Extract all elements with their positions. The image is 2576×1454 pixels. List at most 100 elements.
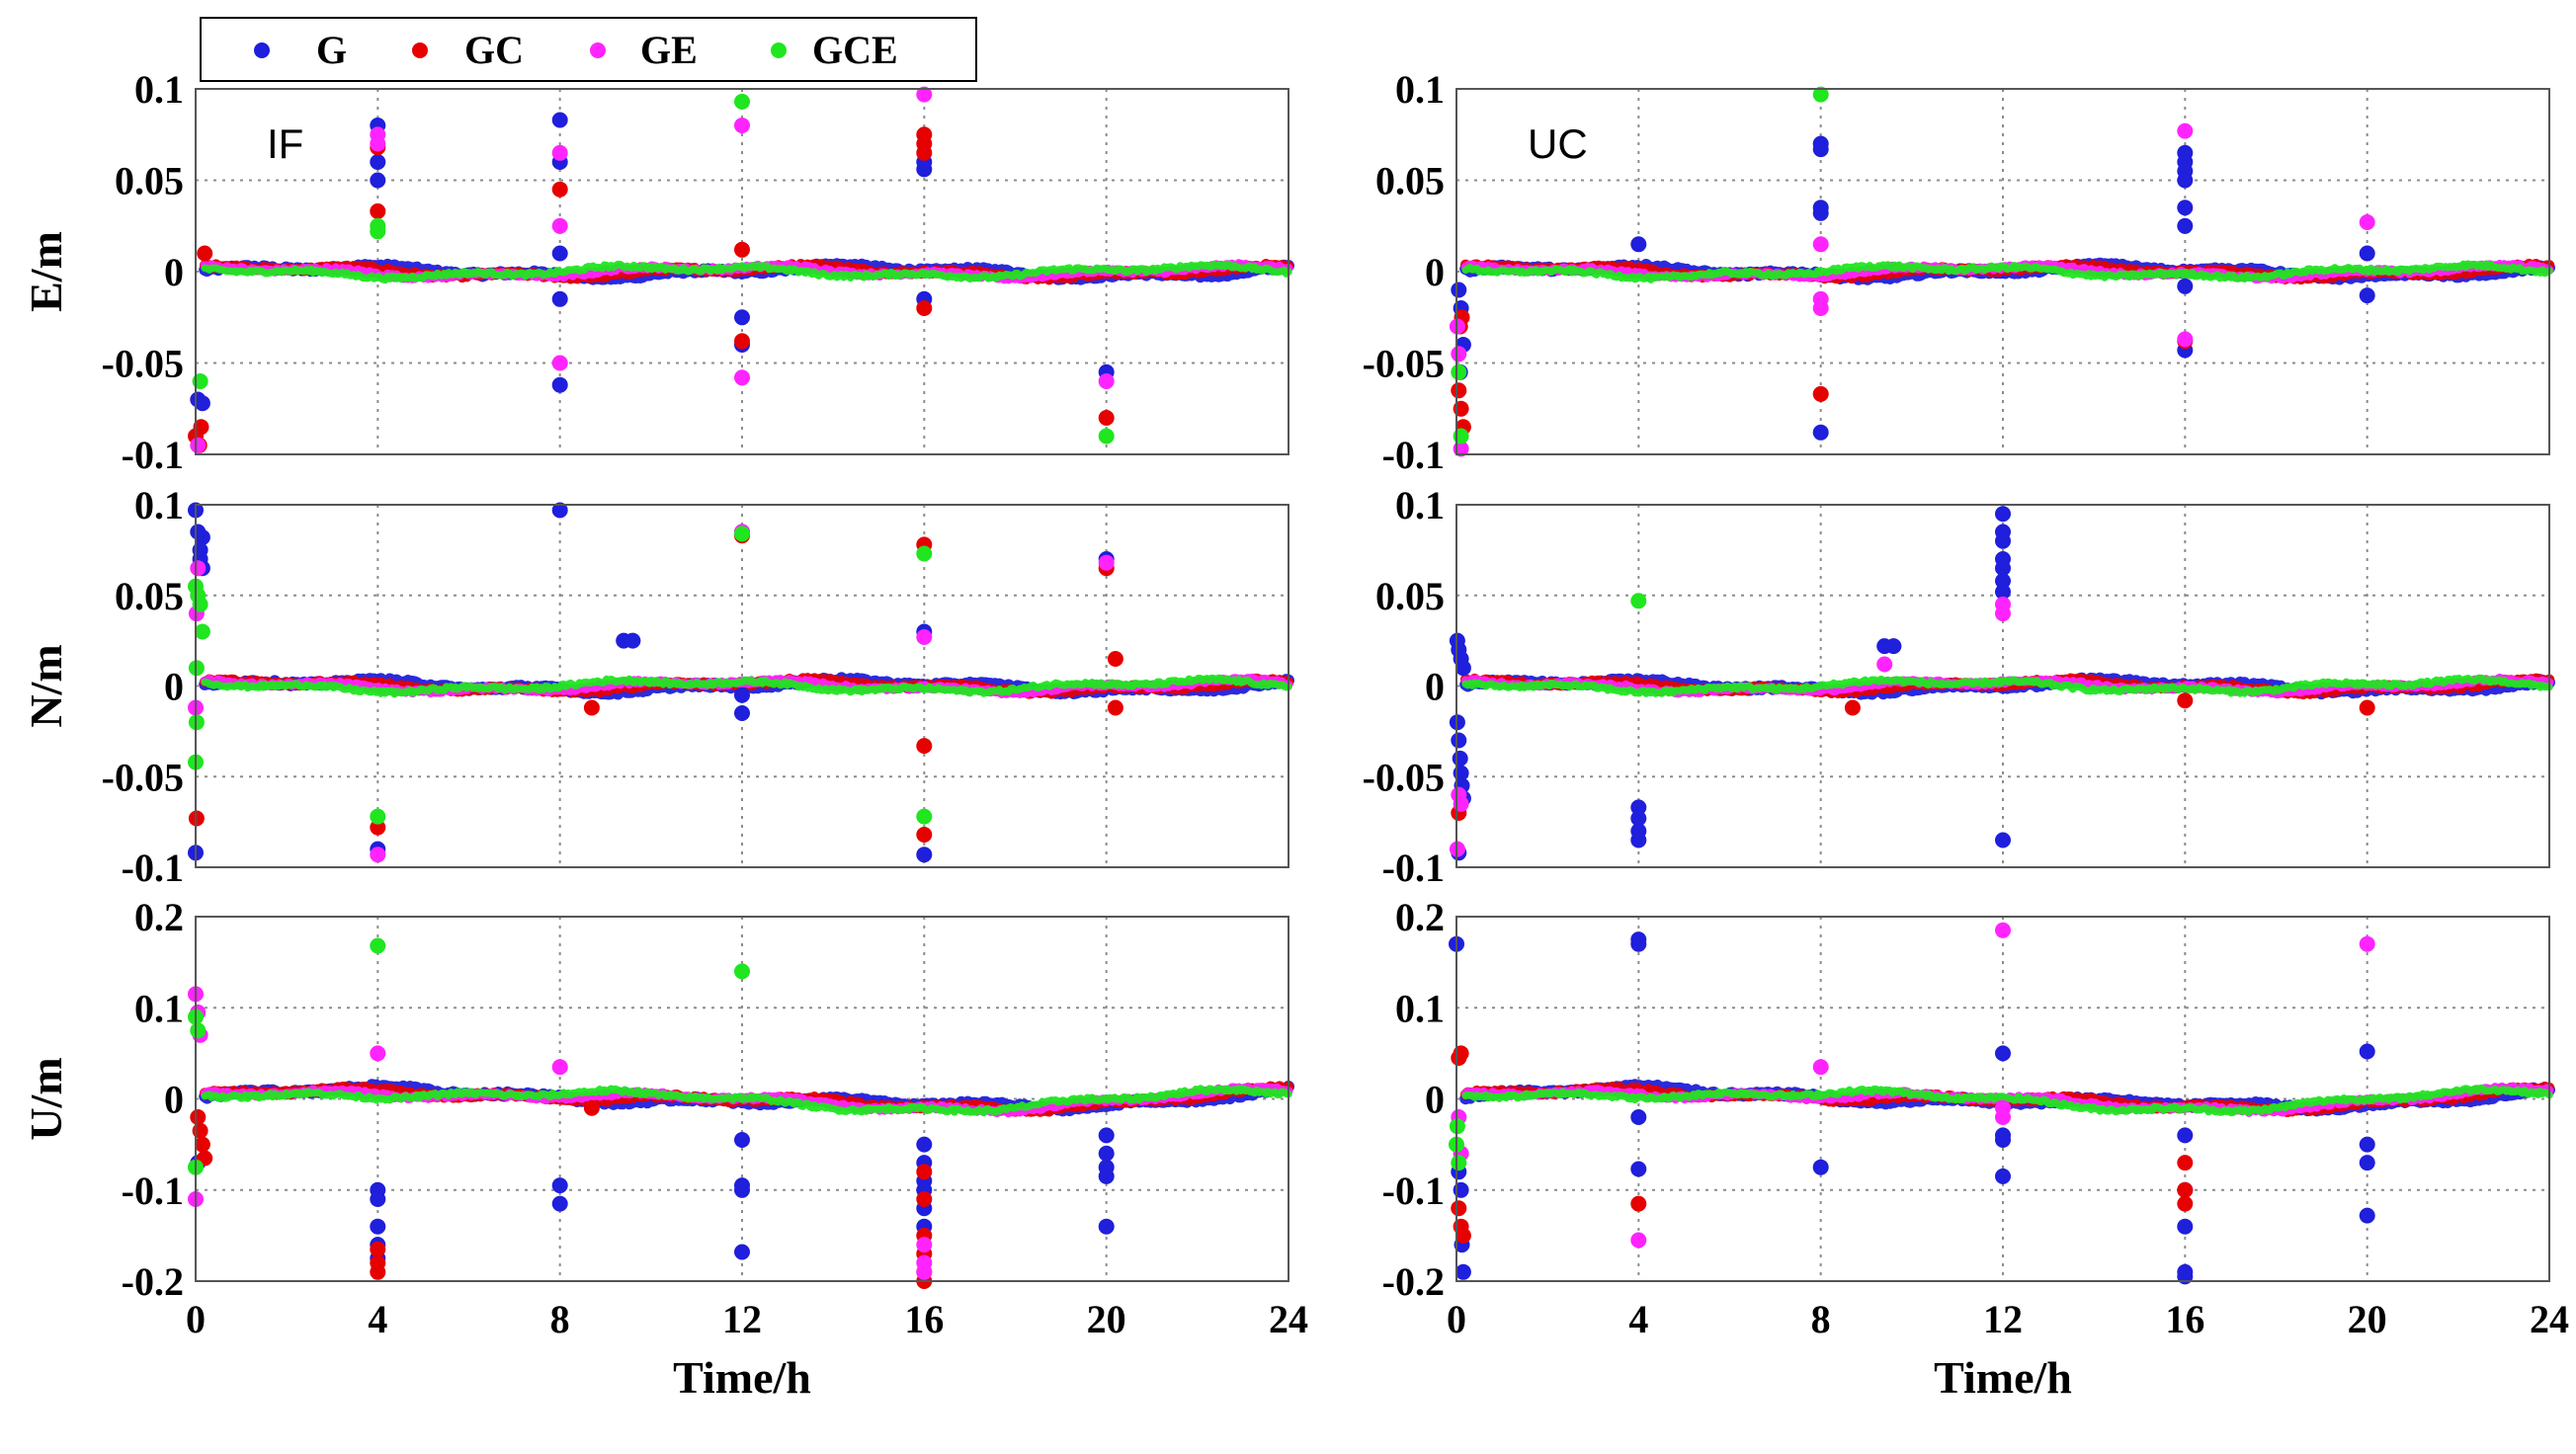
y-tick-label: 0.1 [134,483,184,527]
data-point-gc [370,1263,386,1280]
data-point-ge [1995,922,2011,938]
data-point-ge [1812,236,1829,253]
y-tick-label: -0.2 [1382,1259,1445,1304]
data-point-gce [370,217,386,234]
plot-frame [1455,504,2550,868]
data-point-gc [370,819,386,836]
data-point-gce [1812,86,1829,103]
data-point-gc [916,144,933,161]
data-point-ge [916,629,933,645]
x-axis-title-1: Time/h [673,1352,811,1403]
y-tick-label: 0.2 [134,895,184,939]
y-tick-label: 0 [164,250,184,294]
data-point-gc [370,202,386,219]
y-tick-label: 0.05 [115,574,184,618]
series-line-gce [201,1085,1292,1117]
data-point-g [2359,1155,2375,1171]
data-point-g [734,1244,750,1260]
data-point-gce [190,1022,207,1039]
data-point-gc [193,419,209,436]
panel-6: 0.20.10-0.1-0.20 4 8 12 16 20 24 [1382,895,2569,1341]
data-point-g [1451,732,1467,749]
panel-3: 0.1 0.05 0 -0.05 -0.1 N/m [21,483,1294,890]
data-point-g [1995,506,2011,523]
data-point-gc [1451,382,1467,399]
x-tick-label: 8 [1811,1297,1831,1341]
data-point-gc [2177,1181,2194,1198]
data-point-g [734,1181,750,1198]
y-tick-label: -0.1 [1382,846,1445,890]
data-point-g [916,1136,933,1153]
data-point-gc [734,241,750,258]
data-point-gce [1451,1155,1467,1171]
data-point-g [551,290,568,307]
data-point-g [2359,1043,2375,1060]
x-tick-label: 20 [1087,1297,1126,1341]
data-point-gce [370,808,386,825]
legend-marker-gce [771,42,787,58]
y-tick-label: -0.05 [1363,755,1445,799]
y-tick-label: 0.2 [1395,895,1445,939]
data-point-ge [916,1263,933,1280]
data-point-g [734,705,750,721]
y-axis-title: E/m [21,231,71,312]
data-point-ge [551,1059,568,1076]
legend-label-gc: GC [464,28,524,72]
panel-2: 0.1 0.05 0 -0.05 -0.1 UC [1363,67,2555,477]
data-point-g [2359,287,2375,304]
data-point-g [370,1191,386,1207]
data-point-gc [1812,385,1829,402]
data-point-g [734,687,750,703]
panel-4: 0.1 0.05 0 -0.05 -0.1 [1363,483,2555,890]
data-point-gce [734,93,750,110]
data-point-gc [2177,692,2194,709]
y-tick-label: 0.05 [115,159,184,203]
data-point-g [1630,810,1647,827]
data-point-gc [1454,1227,1471,1244]
data-point-g [551,245,568,262]
data-point-g [1812,141,1829,158]
data-point-gc [370,1241,386,1257]
x-tick-label: 0 [186,1297,206,1341]
data-point-g [1812,1159,1829,1175]
plot-frame [195,88,1289,455]
data-point-g [1630,799,1647,816]
y-tick-label: -0.05 [102,342,184,386]
x-tick-label: 20 [2348,1297,2387,1341]
data-point-gc [583,1099,600,1116]
data-point-g [1630,1109,1647,1125]
data-point-g [1885,638,1902,655]
data-point-gc [190,1109,207,1125]
x-axis-title-2: Time/h [1934,1352,2072,1403]
data-point-gce [1451,364,1467,380]
x-tick-label: 4 [368,1297,387,1341]
y-tick-label: 0.05 [1375,574,1445,618]
data-point-g [551,502,568,519]
data-point-g [1995,532,2011,549]
data-point-gc [583,699,600,716]
y-tick-label: -0.05 [1363,342,1445,386]
panel-1: 0.1 0.05 0 -0.05 -0.1 E/m IF [21,67,1294,477]
data-point-gc [916,300,933,316]
panel-label: IF [267,121,303,167]
data-point-gc [734,333,750,350]
data-point-ge [370,135,386,152]
y-tick-label: 0 [1425,665,1445,709]
series-line-gce [201,674,1292,698]
data-point-g [1630,236,1647,253]
data-point-g [2177,200,2194,216]
x-tick-label: 24 [2530,1297,2569,1341]
data-point-g [734,309,750,326]
x-tick-label: 12 [1983,1297,2023,1341]
data-point-g [370,154,386,170]
series-line-gce [1461,674,2553,697]
data-point-ge [1630,1232,1647,1249]
data-point-gce [1630,593,1647,609]
data-point-g [1630,1161,1647,1177]
data-point-g [194,529,210,545]
x-tick-label: 4 [1628,1297,1648,1341]
data-point-gc [1098,410,1115,426]
data-point-g [1630,832,1647,848]
data-point-g [194,395,210,412]
x-axis-titles: Time/h Time/h [673,1352,2072,1403]
